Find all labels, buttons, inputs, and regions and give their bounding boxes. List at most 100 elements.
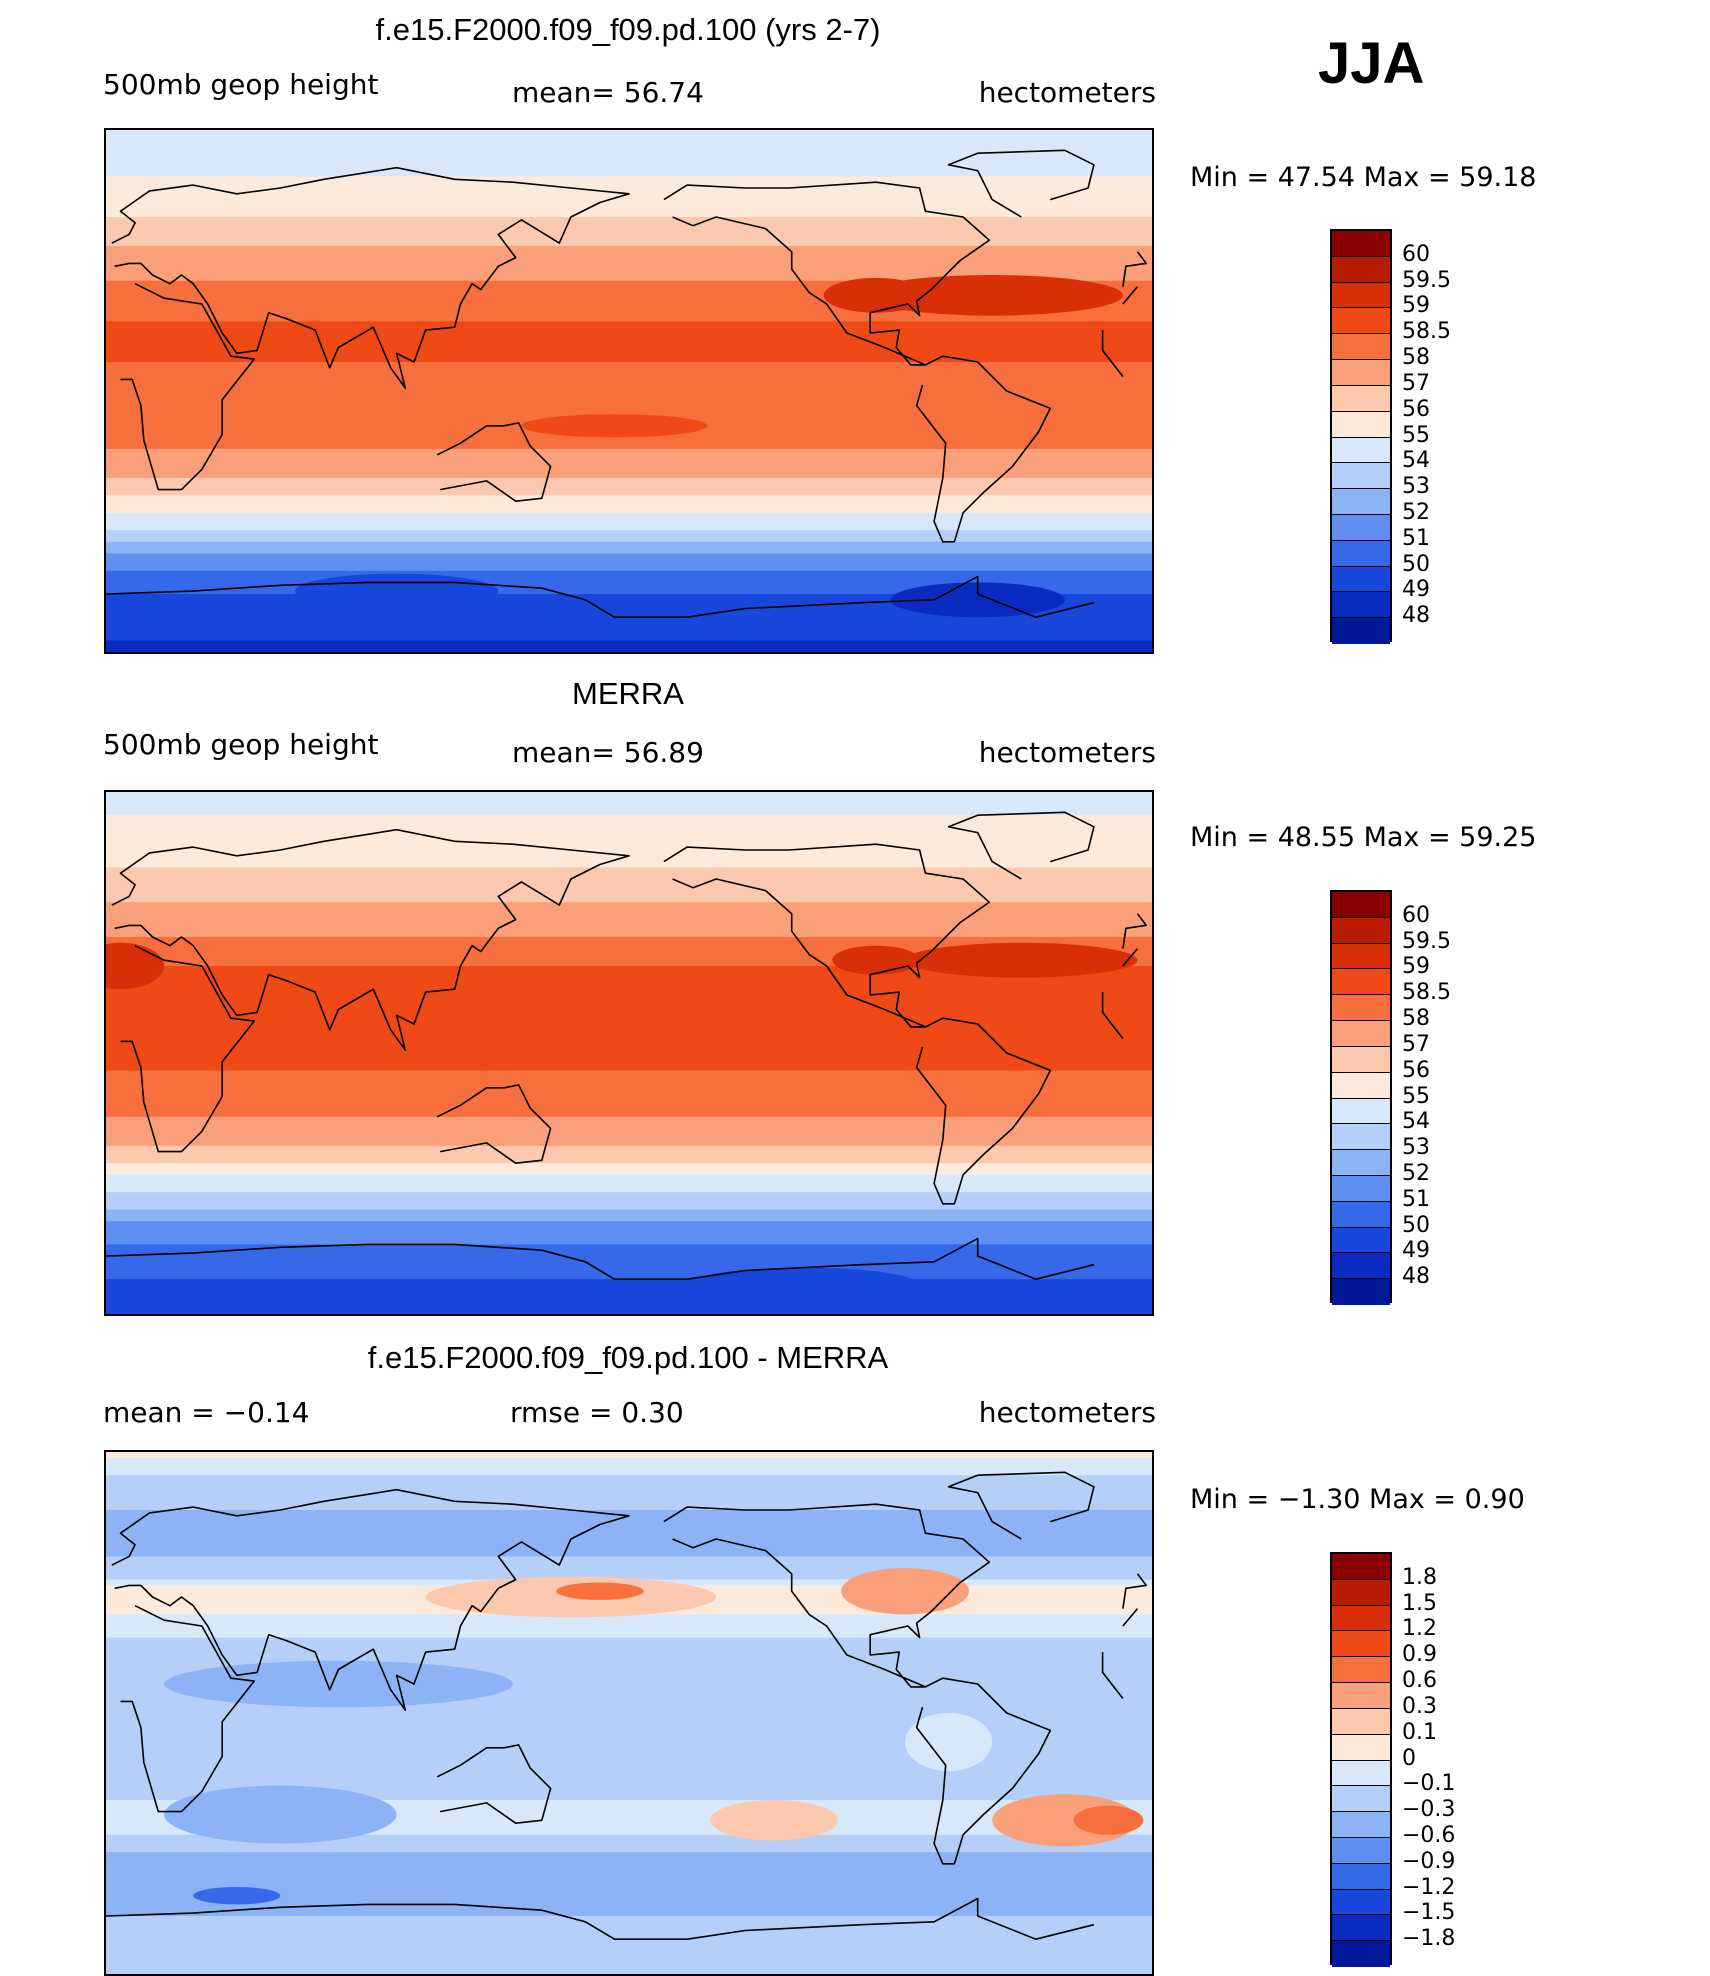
field-band bbox=[106, 1510, 1152, 1517]
field-band bbox=[106, 803, 1152, 810]
field-band bbox=[106, 1637, 1152, 1644]
field-band bbox=[106, 1614, 1152, 1621]
field-band bbox=[106, 1082, 1152, 1089]
coastline-africa bbox=[1122, 1608, 1139, 1627]
colorbar-swatch bbox=[1332, 1631, 1390, 1658]
field-band bbox=[106, 1875, 1152, 1882]
colorbar-tick-label: 48 bbox=[1402, 1264, 1430, 1290]
panel-1-minmax: Min = 47.54 Max = 59.18 bbox=[1190, 162, 1537, 193]
field-band bbox=[106, 130, 1152, 137]
field-band bbox=[106, 263, 1152, 270]
field-band bbox=[106, 1169, 1152, 1176]
colorbar-tick-label: 51 bbox=[1402, 525, 1430, 551]
colorbar-tick-label: 0.6 bbox=[1402, 1668, 1437, 1694]
field-band bbox=[106, 1515, 1152, 1523]
field-band bbox=[106, 1747, 1152, 1755]
field-band bbox=[106, 1887, 1152, 1894]
colorbar-tick-label: 57 bbox=[1402, 370, 1430, 396]
colorbar-swatch bbox=[1332, 1554, 1390, 1580]
field-feature bbox=[890, 582, 1065, 618]
field-band bbox=[106, 896, 1152, 903]
field-band bbox=[106, 797, 1152, 805]
field-band bbox=[106, 1556, 1152, 1563]
field-feature bbox=[687, 1267, 920, 1303]
field-band bbox=[106, 141, 1152, 148]
coastline-samerica bbox=[915, 1677, 1052, 1865]
field-band bbox=[106, 350, 1152, 357]
colorbar-swatch bbox=[1332, 1175, 1390, 1202]
field-band bbox=[106, 1649, 1152, 1656]
field-band bbox=[106, 623, 1152, 630]
field-band bbox=[106, 1029, 1152, 1037]
field-band bbox=[106, 153, 1152, 160]
colorbar-swatch bbox=[1332, 1579, 1390, 1606]
field-band bbox=[106, 576, 1152, 583]
field-band bbox=[106, 518, 1152, 525]
field-band bbox=[106, 408, 1152, 415]
field-band bbox=[106, 989, 1152, 996]
field-band bbox=[106, 1858, 1152, 1865]
field-band bbox=[106, 478, 1152, 485]
colorbar-swatch bbox=[1332, 1605, 1390, 1632]
colorbar-tick-label: 50 bbox=[1402, 551, 1430, 577]
colorbar-swatch bbox=[1332, 489, 1390, 515]
field-band bbox=[106, 1227, 1152, 1234]
colorbar-tick-label: 51 bbox=[1402, 1186, 1430, 1212]
field-band bbox=[106, 1631, 1152, 1639]
field-band bbox=[106, 1093, 1152, 1100]
field-band bbox=[106, 628, 1152, 636]
field-band bbox=[106, 1852, 1152, 1859]
field-band bbox=[106, 1035, 1152, 1042]
field-band bbox=[106, 1012, 1152, 1019]
panel-1-map bbox=[104, 128, 1154, 654]
field-band bbox=[106, 1279, 1152, 1286]
field-feature bbox=[905, 1713, 993, 1771]
colorbar-swatch bbox=[1332, 360, 1390, 386]
panel-1-mean-label: mean= 56.74 bbox=[512, 76, 704, 109]
field-band bbox=[106, 170, 1152, 177]
field-band bbox=[106, 966, 1152, 973]
field-band bbox=[106, 541, 1152, 549]
field-band bbox=[106, 1018, 1152, 1025]
coastline-namerica bbox=[663, 1503, 991, 1688]
colorbar-swatch bbox=[1332, 231, 1390, 257]
field-feature bbox=[710, 1800, 839, 1841]
field-band bbox=[106, 1134, 1152, 1141]
coastline-greenland bbox=[947, 1471, 1095, 1540]
field-band bbox=[106, 1053, 1152, 1060]
coastline-eurasia bbox=[111, 1488, 630, 1711]
field-band bbox=[106, 1771, 1152, 1778]
coastline-africa bbox=[1101, 992, 1124, 1039]
field-band bbox=[106, 1892, 1152, 1900]
field-band bbox=[106, 850, 1152, 857]
coastline-namerica bbox=[663, 181, 991, 366]
field-band bbox=[106, 1024, 1152, 1031]
field-band bbox=[106, 1782, 1152, 1789]
field-band bbox=[106, 1707, 1152, 1714]
colorbar-swatch bbox=[1332, 1253, 1390, 1280]
colorbar-tick-label: 0 bbox=[1402, 1745, 1416, 1771]
field-band bbox=[106, 472, 1152, 479]
field-band bbox=[106, 1904, 1152, 1911]
field-band bbox=[106, 1116, 1152, 1124]
colorbar-tick-label: 58 bbox=[1402, 1006, 1430, 1032]
field-band bbox=[106, 1736, 1152, 1743]
field-band bbox=[106, 385, 1152, 392]
field-band bbox=[106, 995, 1152, 1002]
field-band bbox=[106, 286, 1152, 293]
field-feature bbox=[193, 1887, 281, 1905]
field-band bbox=[106, 199, 1152, 206]
field-band bbox=[106, 1267, 1152, 1274]
colorbar-tick-label: 49 bbox=[1402, 577, 1430, 603]
field-band bbox=[106, 449, 1152, 456]
field-band bbox=[106, 983, 1152, 990]
field-band bbox=[106, 1817, 1152, 1824]
field-band bbox=[106, 1128, 1152, 1135]
field-band bbox=[106, 1457, 1152, 1465]
colorbar-tick-label: 56 bbox=[1402, 396, 1430, 422]
field-band bbox=[106, 1058, 1152, 1066]
field-band bbox=[106, 634, 1152, 641]
field-band bbox=[106, 890, 1152, 897]
field-band bbox=[106, 1805, 1152, 1813]
colorbar-swatch bbox=[1332, 943, 1390, 970]
